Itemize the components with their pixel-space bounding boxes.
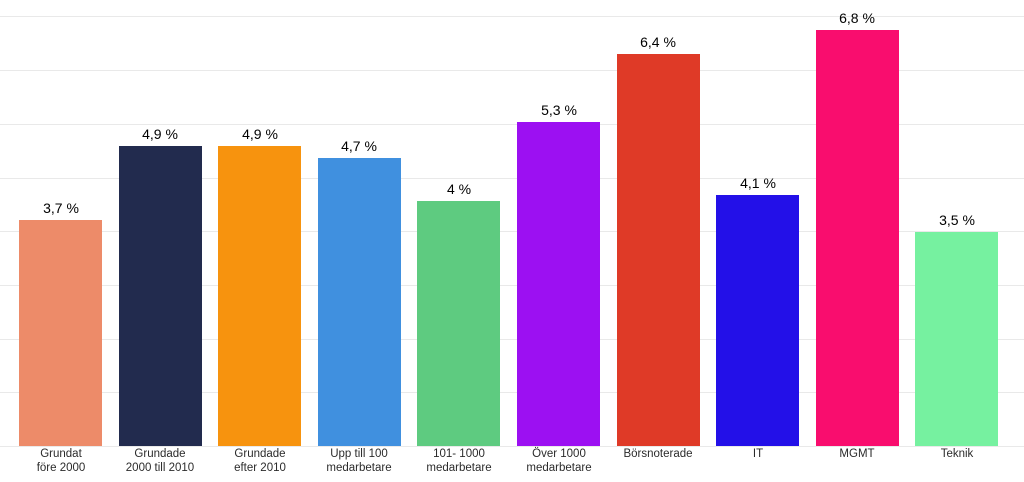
category-label-line: Grundat	[40, 448, 82, 460]
bar-10	[915, 232, 998, 446]
bar-value-label: 4,9 %	[242, 126, 278, 142]
bar-value-label: 4 %	[446, 181, 472, 197]
bar-value-label: 6,8 %	[839, 10, 875, 26]
category-label: MGMT	[797, 448, 917, 462]
bar-2	[119, 146, 202, 446]
category-label-line: medarbetare	[426, 461, 492, 474]
category-label: Börsnoterade	[598, 448, 718, 462]
bar-value-label: 3,5 %	[939, 212, 975, 228]
category-label-line: MGMT	[839, 448, 875, 460]
bar-value-label: 5,3 %	[541, 102, 577, 118]
category-label-line: Teknik	[940, 448, 974, 460]
category-label: IT	[698, 448, 818, 462]
gridline	[0, 124, 1024, 125]
category-label: Grundat före 2000	[1, 448, 121, 475]
category-label-line: 101- 1000	[433, 448, 485, 460]
gridline	[0, 392, 1024, 393]
category-label-line: IT	[752, 448, 764, 460]
category-label-line: medarbetare	[326, 461, 392, 474]
bar-3	[218, 146, 301, 446]
category-label: Teknik	[897, 448, 1017, 462]
gridline	[0, 231, 1024, 232]
category-label: Grundade efter 2010	[200, 448, 320, 475]
category-label-line: 2000 till 2010	[125, 461, 195, 474]
gridline	[0, 285, 1024, 286]
bar-1	[19, 220, 102, 446]
gridline	[0, 70, 1024, 71]
bar-6	[517, 122, 600, 446]
category-label: 101- 1000 medarbetare	[399, 448, 519, 475]
category-label-line: efter 2010	[234, 461, 286, 474]
category-label: Grundade 2000 till 2010	[100, 448, 220, 475]
category-label: Upp till 100 medarbetare	[299, 448, 419, 475]
category-label-line: Grundade	[234, 448, 286, 460]
bar-value-label: 4,1 %	[740, 175, 776, 191]
bar-value-label: 4,9 %	[142, 126, 178, 142]
category-label-line: Över 1000	[532, 448, 586, 460]
bar-value-label: 4,7 %	[341, 138, 377, 154]
bar-value-label: 3,7 %	[43, 200, 79, 216]
bar-8	[716, 195, 799, 446]
category-label-line: före 2000	[36, 461, 86, 474]
category-label-line: medarbetare	[526, 461, 592, 474]
category-label-line: Grundade	[134, 448, 186, 460]
gridline	[0, 178, 1024, 179]
gridline	[0, 16, 1024, 17]
bar-value-label: 6,4 %	[640, 34, 676, 50]
gridline	[0, 339, 1024, 340]
category-label-line: Upp till 100	[330, 448, 388, 460]
category-label: Över 1000 medarbetare	[499, 448, 619, 475]
bar-7	[617, 54, 700, 446]
category-label-line: Börsnoterade	[623, 448, 693, 460]
gridline	[0, 446, 1024, 447]
bar-9	[816, 30, 899, 446]
bar-4	[318, 158, 401, 446]
bar-5	[417, 201, 500, 446]
